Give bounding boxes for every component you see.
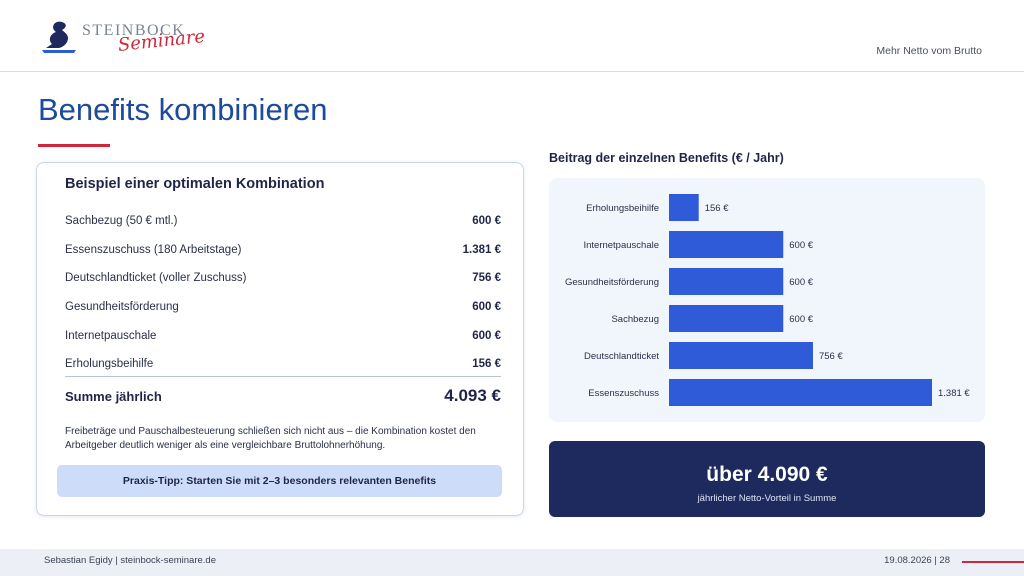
data-label: 600 € xyxy=(789,240,813,251)
annual-sum: Summe jährlich 4.093 € xyxy=(65,386,501,406)
combination-card: Beispiel einer optimalen Kombination Sac… xyxy=(36,162,524,516)
data-label: 600 € xyxy=(789,277,813,288)
list-item: Gesundheitsförderung 600 € xyxy=(65,293,501,322)
data-label: 756 € xyxy=(819,351,843,362)
list-item: Deutschlandticket (voller Zuschuss) 756 … xyxy=(65,264,501,293)
item-label: Essenszuschuss (180 Arbeitstage) xyxy=(65,243,242,256)
sum-value: 4.093 € xyxy=(444,386,501,405)
bar xyxy=(669,379,932,406)
bar xyxy=(669,231,784,258)
bar xyxy=(669,342,813,369)
item-label: Deutschlandticket (voller Zuschuss) xyxy=(65,272,247,285)
category-label: Sachbezug xyxy=(611,314,659,325)
header-divider xyxy=(0,71,1024,72)
bar xyxy=(669,268,784,295)
practice-tip: Praxis-Tipp: Starten Sie mit 2–3 besonde… xyxy=(57,465,502,497)
item-value: 756 € xyxy=(472,272,501,285)
explanation-note: Freibeträge und Pauschalbesteuerung schl… xyxy=(65,426,476,451)
list-item: Internetpauschale 600 € xyxy=(65,321,501,350)
total-benefit-box: über 4.090 € jährlicher Netto-Vorteil in… xyxy=(549,441,985,517)
item-value: 1.381 € xyxy=(462,243,501,256)
chart-canvas: Erholungsbeihilfe 156 € Internetpauschale 6… xyxy=(565,194,970,406)
card-title: Beispiel einer optimalen Kombination xyxy=(65,176,325,192)
benefit-bar-chart: Erholungsbeihilfe 156 € Internetpauschale 6… xyxy=(549,178,985,422)
title-underline xyxy=(38,144,110,147)
category-label: Deutschlandticket xyxy=(584,351,659,362)
item-value: 600 € xyxy=(472,215,501,228)
data-label: 156 € xyxy=(705,203,729,214)
bar xyxy=(669,305,784,332)
footer-date-page: 19.08.2026 | 28 xyxy=(884,555,950,566)
category-label: Erholungsbeihilfe xyxy=(586,203,659,214)
item-label: Erholungsbeihilfe xyxy=(65,358,154,371)
sum-divider xyxy=(65,376,501,377)
item-value: 600 € xyxy=(472,301,501,314)
brand-name: STEINBOCK xyxy=(82,22,186,39)
data-label: 600 € xyxy=(789,314,813,325)
chart-title: Beitrag der einzelnen Benefits (€ / Jahr… xyxy=(549,151,784,165)
category-label: Gesundheitsförderung xyxy=(565,277,659,288)
category-label: Essenszuschuss xyxy=(588,388,659,399)
sum-label: Summe jährlich xyxy=(65,388,162,404)
header-topic: Mehr Netto vom Brutto xyxy=(876,45,982,57)
total-amount: über 4.090 € xyxy=(706,463,828,486)
footer-author: Sebastian Egidy | steinbock-seminare.de xyxy=(44,555,216,566)
page-title: Benefits kombinieren xyxy=(38,92,328,127)
list-item: Essenszuschuss (180 Arbeitstage) 1.381 € xyxy=(65,236,501,265)
list-item: Sachbezug (50 € mtl.) 600 € xyxy=(65,207,501,236)
item-value: 600 € xyxy=(472,329,501,342)
item-value: 156 € xyxy=(472,358,501,371)
data-label: 1.381 € xyxy=(938,388,970,399)
bar xyxy=(669,194,699,221)
total-caption: jährlicher Netto-Vorteil in Summe xyxy=(697,493,837,504)
ibex-logo-icon xyxy=(42,21,76,53)
item-label: Internetpauschale xyxy=(65,329,157,342)
item-label: Gesundheitsförderung xyxy=(65,301,179,314)
item-label: Sachbezug (50 € mtl.) xyxy=(65,215,178,228)
list-item: Erholungsbeihilfe 156 € xyxy=(65,350,501,379)
category-label: Internetpauschale xyxy=(583,240,659,251)
footer-accent-line xyxy=(962,561,1024,563)
benefit-list: Sachbezug (50 € mtl.) 600 € Essenszuschu… xyxy=(65,207,501,379)
footer: Sebastian Egidy | steinbock-seminare.de … xyxy=(0,549,1024,576)
logo: STEINBOCK Seminare xyxy=(40,18,210,58)
